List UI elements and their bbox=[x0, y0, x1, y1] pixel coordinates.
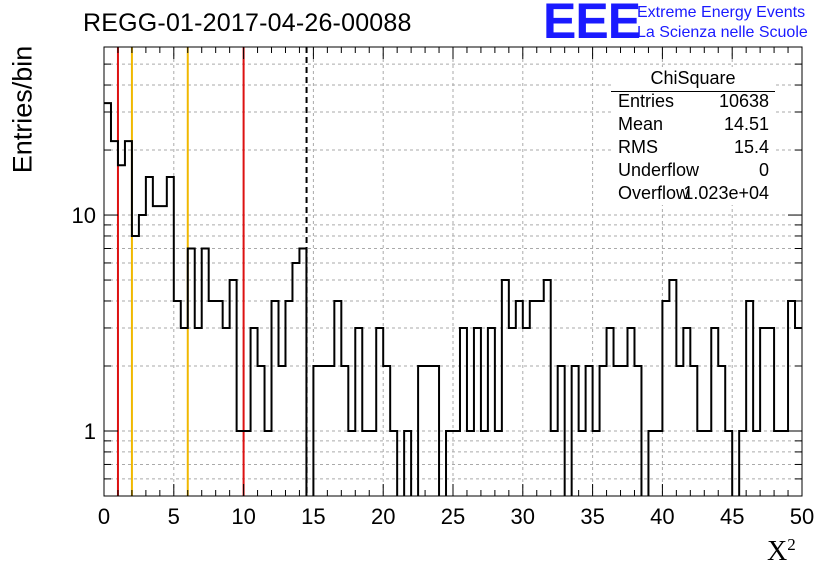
tick-labels: 0 5 10 15 20 25 30 35 40 45 50 1 10 bbox=[72, 203, 815, 529]
x-tick-label: 35 bbox=[580, 504, 604, 529]
logo-line-2: La Scienza nelle Scuole bbox=[637, 24, 808, 41]
stats-key: Mean bbox=[618, 114, 664, 134]
x-tick-label: 10 bbox=[231, 504, 255, 529]
stats-key: Overflow bbox=[618, 183, 690, 203]
stats-row-rms: RMS 15.4 bbox=[611, 136, 775, 159]
x-tick-label: 15 bbox=[301, 504, 325, 529]
x-axis-label: X2 bbox=[767, 535, 796, 568]
x-tick-label: 40 bbox=[650, 504, 674, 529]
stats-box: ChiSquare Entries 10638 Mean 14.51 RMS 15.4… bbox=[611, 67, 775, 205]
stats-row-entries: Entries 10638 bbox=[611, 90, 775, 113]
stats-value: 0 bbox=[758, 160, 769, 180]
stats-key: Entries bbox=[618, 91, 675, 111]
histogram-line bbox=[104, 102, 802, 496]
axes bbox=[103, 46, 803, 497]
stats-row-overflow: Overflow 1.023e+04 bbox=[611, 182, 775, 205]
stats-key: Underflow bbox=[618, 160, 700, 180]
reference-lines bbox=[116, 47, 308, 496]
x-tick-label: 0 bbox=[98, 504, 110, 529]
stats-row-underflow: Underflow 0 bbox=[611, 159, 775, 182]
x-axis-label-sup: 2 bbox=[787, 535, 796, 554]
stats-value: 10638 bbox=[718, 91, 769, 111]
logo-line-1: Extreme Energy Events bbox=[637, 4, 806, 21]
y-axis-label: Entries/bin bbox=[7, 45, 38, 174]
x-tick-label: 30 bbox=[511, 504, 535, 529]
stats-value: 14.51 bbox=[723, 114, 769, 134]
stats-name: ChiSquare bbox=[650, 68, 736, 88]
x-tick-label: 25 bbox=[441, 504, 465, 529]
stats-divider bbox=[611, 91, 775, 92]
histogram-series bbox=[104, 102, 802, 496]
y-tick-label: 10 bbox=[72, 203, 96, 228]
stats-row-mean: Mean 14.51 bbox=[611, 113, 775, 136]
x-tick-label: 50 bbox=[790, 504, 814, 529]
chart-title: REGG-01-2017-04-26-00088 bbox=[83, 9, 412, 37]
stats-value: 1.023e+04 bbox=[683, 183, 769, 203]
stats-value: 15.4 bbox=[733, 137, 769, 157]
x-tick-label: 5 bbox=[168, 504, 180, 529]
logo-mark: EEE bbox=[543, 0, 641, 49]
x-tick-label: 20 bbox=[371, 504, 395, 529]
x-tick-label: 45 bbox=[720, 504, 744, 529]
stats-key: RMS bbox=[618, 137, 658, 157]
y-tick-label: 1 bbox=[84, 419, 96, 444]
x-axis-label-base: X bbox=[767, 536, 788, 567]
eee-logo: EEE Extreme Energy Events La Scienza nel… bbox=[543, 0, 833, 49]
